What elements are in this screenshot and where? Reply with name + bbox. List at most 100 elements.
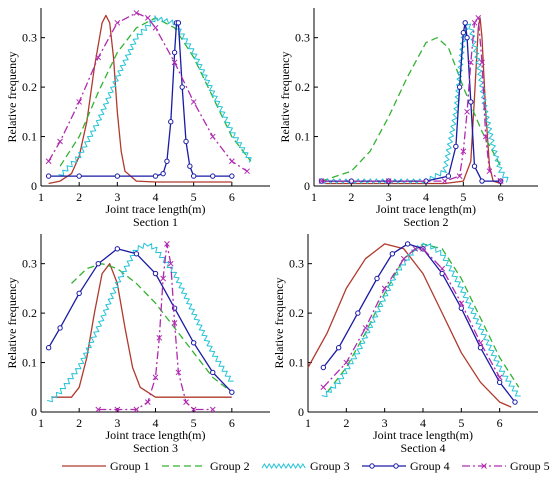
data-point xyxy=(114,19,121,26)
data-point xyxy=(164,158,170,164)
data-point xyxy=(496,374,503,381)
x-tick-label: 3 xyxy=(114,416,120,430)
series-group-2 xyxy=(326,243,520,393)
x-axis-label: Joint trace length(m) xyxy=(106,202,206,216)
data-point xyxy=(114,246,121,252)
x-tick-label: 3 xyxy=(114,190,120,204)
y-tick-label: 0.3 xyxy=(22,31,37,45)
data-point xyxy=(145,15,151,21)
data-point xyxy=(229,173,235,179)
legend: Group 1 Group 2 Group 3 Group 4 Group 5 xyxy=(62,459,550,473)
data-point xyxy=(175,20,182,26)
series-line xyxy=(48,22,232,177)
legend-label: Group 5 xyxy=(510,459,550,473)
data-point xyxy=(171,320,178,326)
legend-label: Group 4 xyxy=(410,459,450,473)
series-line xyxy=(326,243,520,393)
data-point xyxy=(404,241,411,247)
data-point xyxy=(479,59,485,66)
data-point xyxy=(175,369,182,376)
data-point xyxy=(190,173,197,179)
y-tick-label: 0.1 xyxy=(22,356,37,370)
data-point xyxy=(482,133,489,140)
data-point xyxy=(95,406,102,413)
data-point xyxy=(228,158,235,165)
y-tick-label: 0 xyxy=(298,405,304,419)
series-group-1 xyxy=(325,17,501,185)
data-point xyxy=(439,265,446,272)
y-tick-label: 0.2 xyxy=(22,80,37,94)
x-tick-label: 6 xyxy=(497,416,503,430)
data-point xyxy=(471,163,478,169)
x-tick-label: 5 xyxy=(191,190,197,204)
data-point xyxy=(464,108,470,115)
series-line xyxy=(71,263,233,393)
chart-panel-3: 1 2 3 4 5 6 0 0.1 0.2 0.3 Joint trace length(m)Sec… xyxy=(5,234,270,455)
y-axis-label: Relative frequency xyxy=(5,52,19,143)
data-point xyxy=(190,406,197,413)
data-point xyxy=(171,59,178,66)
x-tick-label: 4 xyxy=(153,416,159,430)
y-tick-label: 0 xyxy=(31,405,37,419)
series-line xyxy=(58,15,252,176)
data-point xyxy=(412,245,419,252)
series-group-2 xyxy=(71,263,233,393)
data-point xyxy=(164,241,170,247)
data-point xyxy=(95,54,102,61)
data-point xyxy=(458,305,465,311)
x-tick-label: 2 xyxy=(76,416,82,430)
data-point xyxy=(456,84,463,90)
data-point xyxy=(160,275,166,282)
data-point xyxy=(462,20,468,26)
section-title: Section 3 xyxy=(133,441,178,455)
data-point xyxy=(468,99,474,105)
data-point xyxy=(467,59,474,66)
data-point xyxy=(160,170,166,177)
x-tick-label: 5 xyxy=(458,416,464,430)
data-point xyxy=(244,168,250,175)
data-point xyxy=(167,260,174,267)
data-point xyxy=(420,245,426,252)
data-point xyxy=(496,379,503,386)
x-axis-label: Joint trace length(m) xyxy=(373,428,473,442)
y-tick-label: 0.3 xyxy=(22,257,37,271)
legend-label: Group 3 xyxy=(310,459,350,473)
data-point xyxy=(355,310,361,316)
data-point xyxy=(57,138,63,145)
data-point xyxy=(320,364,327,371)
y-axis-label: Relative frequency xyxy=(5,278,19,369)
series-line xyxy=(48,12,248,172)
y-tick-label: 0.2 xyxy=(22,306,37,320)
data-point xyxy=(400,255,407,262)
legend-item-5: Group 5 xyxy=(462,459,550,473)
data-point xyxy=(57,325,63,331)
x-tick-label: 2 xyxy=(343,416,349,430)
data-point xyxy=(183,399,189,405)
y-tick-label: 0.1 xyxy=(295,130,310,144)
series-group-3 xyxy=(58,15,252,176)
series-line xyxy=(321,23,509,184)
data-point xyxy=(464,34,470,41)
y-tick-label: 0 xyxy=(31,179,37,193)
data-point xyxy=(145,399,151,405)
data-point xyxy=(471,19,478,26)
series-line xyxy=(325,17,501,185)
data-point xyxy=(441,178,448,184)
section-title: Section 4 xyxy=(401,441,446,455)
chart-panel-2: 1 2 3 4 5 6 0 0.1 0.2 0.3 Joint trace length(m)Sec… xyxy=(278,8,538,229)
data-point xyxy=(179,84,185,90)
data-point xyxy=(183,138,189,145)
series-group-5 xyxy=(320,245,503,391)
x-tick-label: 5 xyxy=(460,190,466,204)
data-point xyxy=(210,173,216,179)
y-axis-label: Relative frequency xyxy=(272,278,286,369)
data-point xyxy=(209,133,216,140)
data-point xyxy=(439,270,445,277)
data-point xyxy=(114,406,121,413)
data-point xyxy=(456,173,463,179)
data-point xyxy=(486,168,493,175)
series-group-5 xyxy=(318,15,504,184)
legend-marker xyxy=(481,463,487,469)
series-group-4 xyxy=(320,241,518,405)
x-tick-label: 5 xyxy=(191,416,197,430)
